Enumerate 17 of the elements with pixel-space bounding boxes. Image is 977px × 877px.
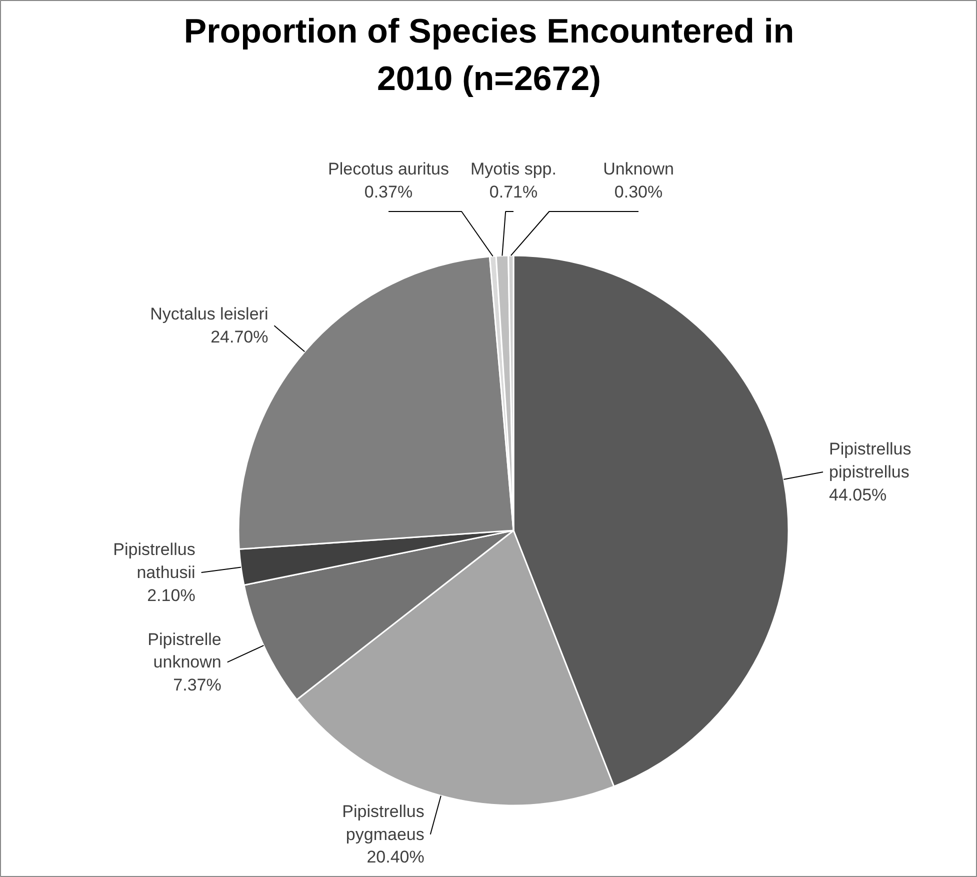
slice-label: Pipistrelle unknown [148, 630, 222, 672]
slice-label: Pipistrellus pygmaeus [342, 802, 424, 844]
slice-label: Unknown [603, 160, 674, 179]
data-label: 0.37% [364, 182, 413, 202]
slice-label: Plecotus auritus [328, 160, 449, 179]
data-label: 2.10% [147, 586, 196, 605]
data-label: 20.40% [366, 848, 424, 867]
slice-label: Pipistrellus pipistrellus [829, 440, 912, 482]
data-label: 44.05% [829, 485, 887, 504]
slice-label: Myotis spp. [470, 160, 556, 179]
chart-title: Proportion of Species Encountered in 2010 (n=2672) [184, 12, 794, 98]
data-label: 0.71% [489, 182, 538, 202]
data-label: 24.70% [210, 328, 268, 347]
data-label: 0.30% [614, 182, 663, 202]
data-label: 7.37% [173, 676, 222, 694]
slice-label: Nyctalus leisleri [150, 304, 268, 324]
slice-label: Pipistrellus nathusii [113, 540, 196, 582]
